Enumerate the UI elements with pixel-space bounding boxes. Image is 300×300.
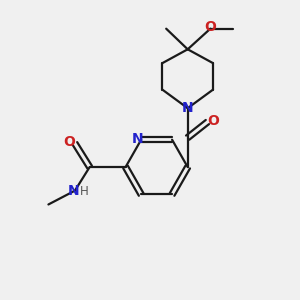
Text: N: N [68,184,79,198]
Text: N: N [131,132,143,146]
Text: N: N [182,101,194,115]
Text: O: O [64,135,76,149]
Text: O: O [207,114,219,128]
Text: O: O [204,20,216,34]
Text: H: H [80,185,89,198]
